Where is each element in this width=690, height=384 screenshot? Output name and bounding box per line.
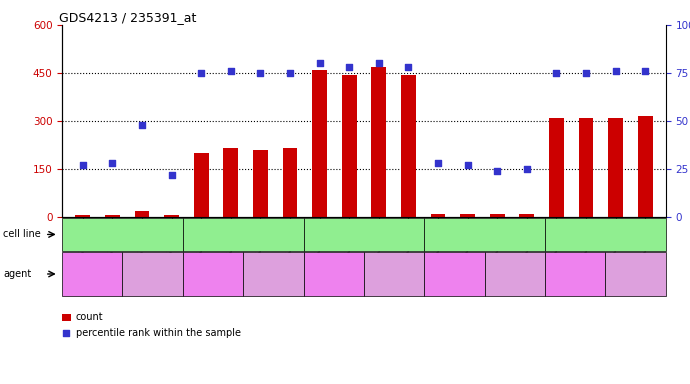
Text: NBD
inhibitory pept
ide 100mM: NBD inhibitory pept ide 100mM [549, 264, 602, 284]
Bar [460, 214, 475, 217]
Point [284, 70, 295, 76]
Text: agent: agent [3, 269, 32, 279]
Point [373, 60, 384, 66]
Bar [578, 118, 593, 217]
Point [77, 162, 88, 168]
Bar [549, 118, 564, 217]
Bar [371, 66, 386, 217]
Point [521, 166, 532, 172]
Text: NBD
inhibitory pept
ide 100mM: NBD inhibitory pept ide 100mM [428, 264, 481, 284]
Bar [75, 215, 90, 217]
Bar [194, 153, 208, 217]
Text: count: count [76, 312, 104, 322]
Bar [608, 118, 623, 217]
Bar [638, 116, 653, 217]
Text: cell line: cell line [3, 229, 41, 240]
Point [462, 162, 473, 168]
Bar [490, 214, 504, 217]
Point [344, 64, 355, 70]
Point [196, 70, 207, 76]
Point [580, 70, 591, 76]
Point [640, 68, 651, 74]
Text: control peptid
e 100mM: control peptid e 100mM [611, 268, 661, 280]
Point [610, 68, 621, 74]
Bar [253, 150, 268, 217]
Text: ACC483 [HPB-ALL]: ACC483 [HPB-ALL] [561, 230, 650, 239]
Point [166, 172, 177, 178]
Text: JCRB0033 [CEM]: JCRB0033 [CEM] [204, 230, 282, 239]
Text: control peptid
e 100mM: control peptid e 100mM [248, 268, 299, 280]
Point [433, 160, 444, 166]
Text: JCRB0086 [TALL-1]: JCRB0086 [TALL-1] [78, 230, 167, 239]
Point [403, 64, 414, 70]
Bar [312, 70, 327, 217]
Text: ACC525 [DND41]: ACC525 [DND41] [444, 230, 525, 239]
Point [61, 329, 72, 336]
Text: control peptid
e 100mM: control peptid e 100mM [490, 268, 540, 280]
Text: control peptid
e 100mM: control peptid e 100mM [369, 268, 420, 280]
Bar [164, 215, 179, 217]
Bar [431, 214, 445, 217]
Text: KOPT-K: KOPT-K [346, 230, 382, 239]
Point [225, 68, 236, 74]
Text: percentile rank within the sample: percentile rank within the sample [76, 328, 241, 338]
Point [314, 60, 325, 66]
Text: GDS4213 / 235391_at: GDS4213 / 235391_at [59, 11, 197, 24]
Bar [342, 74, 357, 217]
Point [137, 122, 148, 128]
Point [492, 168, 503, 174]
Point [255, 70, 266, 76]
Bar [224, 148, 238, 217]
Point [107, 160, 118, 166]
Bar [520, 214, 534, 217]
Bar [283, 148, 297, 217]
Bar [401, 74, 416, 217]
Text: NBD
inhibitory pept
ide 100mM: NBD inhibitory pept ide 100mM [186, 264, 239, 284]
Text: NBD
inhibitory pept
ide 100mM: NBD inhibitory pept ide 100mM [307, 264, 360, 284]
Point [551, 70, 562, 76]
Bar [105, 215, 120, 217]
Bar [135, 211, 150, 217]
Text: NBD
inhibitory pept
ide 100mM: NBD inhibitory pept ide 100mM [66, 264, 119, 284]
Text: control peptid
e 100mM: control peptid e 100mM [128, 268, 178, 280]
